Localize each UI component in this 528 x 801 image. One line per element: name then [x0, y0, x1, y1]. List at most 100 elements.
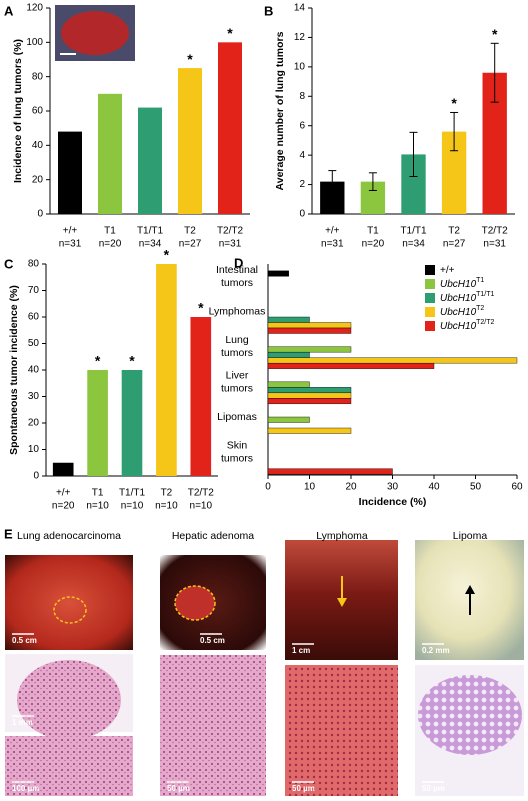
panel-title: Lipoma: [453, 530, 488, 542]
legend-swatch: [425, 279, 435, 289]
sample-size: n=20: [52, 501, 75, 512]
bar: [267, 322, 352, 329]
y-tick-label: 40: [28, 365, 40, 376]
x-tick-label: T1/T1: [119, 488, 146, 499]
x-tick-label: T2/T2: [217, 226, 244, 237]
y-tick-label: 60: [32, 106, 44, 117]
y-tick-label: 60: [28, 312, 40, 323]
significance-star: *: [95, 353, 101, 369]
y-tick-label: 14: [294, 3, 306, 14]
legend-name: UbcH10: [440, 293, 477, 304]
x-tick-label: T2: [161, 488, 173, 499]
sample-size: n=31: [59, 239, 82, 250]
y-tick-label: 4: [299, 150, 305, 161]
significance-star: *: [187, 51, 193, 67]
x-tick-label: T1/T1: [400, 226, 427, 237]
legend-sup: T2: [476, 305, 484, 312]
panel-a-inset: [55, 5, 135, 61]
category-label: tumors: [221, 277, 253, 289]
x-tick-label: +/+: [63, 226, 78, 237]
x-tick-label: 60: [511, 482, 523, 493]
sample-size: n=34: [139, 239, 162, 250]
category-label: Lung: [225, 334, 249, 346]
y-tick-label: 12: [294, 32, 306, 43]
y-tick-label: 20: [28, 418, 40, 429]
panel-title: Hepatic adenoma: [172, 530, 254, 542]
sample-size: n=10: [121, 501, 144, 512]
bar: [267, 387, 352, 394]
scale-bar-label: 50 µm: [422, 784, 445, 793]
sample-size: n=31: [219, 239, 242, 250]
y-tick-label: 70: [28, 285, 40, 296]
bar: [267, 270, 289, 277]
y-tick-label: 0: [33, 471, 39, 482]
bar: [156, 264, 177, 476]
y-tick-label: 100: [26, 37, 43, 48]
legend-label: UbcH10T1: [440, 277, 484, 290]
y-tick-label: 10: [294, 61, 306, 72]
x-axis-title: Incidence (%): [359, 496, 427, 508]
bar: [121, 370, 143, 476]
significance-star: *: [227, 25, 233, 41]
sample-size: n=20: [99, 239, 122, 250]
bar: [178, 68, 202, 214]
panel-title: Lymphoma: [316, 530, 368, 542]
panel-letter: E: [4, 526, 13, 541]
bar: [267, 468, 393, 475]
scale-bar-label: 1 cm: [292, 646, 310, 655]
sample-size: n=31: [483, 239, 506, 250]
panel-letter: C: [4, 256, 14, 271]
y-tick-label: 50: [28, 338, 40, 349]
bar: [267, 427, 352, 434]
significance-star: *: [198, 300, 204, 316]
sample-size: n=31: [321, 239, 344, 250]
bar: [98, 93, 122, 214]
legend-name: +/+: [440, 265, 455, 276]
bar: [52, 462, 74, 476]
bar: [87, 370, 108, 476]
legend-sup: T1: [476, 277, 484, 284]
sample-size: n=10: [86, 501, 109, 512]
legend-label: UbcH10T1/T1: [440, 291, 495, 304]
y-tick-label: 6: [299, 120, 305, 131]
bar: [267, 381, 310, 388]
legend-sup: T2/T2: [476, 319, 494, 326]
bar: [267, 416, 310, 423]
significance-star: *: [451, 95, 457, 111]
legend-swatch: [425, 265, 435, 275]
x-tick-label: 50: [470, 482, 482, 493]
x-tick-label: T2: [448, 226, 460, 237]
legend-label: UbcH10T2: [440, 305, 484, 318]
significance-star: *: [129, 353, 135, 369]
x-tick-label: T1: [367, 226, 379, 237]
bar: [267, 346, 352, 353]
x-tick-label: T2: [184, 226, 196, 237]
legend-name: UbcH10: [440, 279, 477, 290]
category-label: tumors: [221, 382, 253, 394]
bar: [267, 398, 352, 405]
y-tick-label: 0: [37, 209, 43, 220]
category-label: Lymphomas: [209, 306, 266, 318]
bar: [267, 392, 352, 399]
y-tick-label: 40: [32, 140, 44, 151]
legend-swatch: [425, 321, 435, 331]
bar: [267, 357, 518, 364]
x-tick-label: T2/T2: [188, 488, 215, 499]
scale-bar-label: 0.5 cm: [12, 636, 37, 645]
y-tick-label: 80: [32, 71, 44, 82]
significance-star: *: [164, 247, 170, 263]
scale-bar-label: 0.2 mm: [422, 646, 450, 655]
legend-swatch: [425, 307, 435, 317]
scale-bar-label: 100 µm: [12, 784, 39, 793]
category-label: tumors: [221, 453, 253, 465]
sample-size: n=20: [362, 239, 385, 250]
significance-star: *: [492, 26, 498, 42]
y-tick-label: 120: [26, 3, 43, 14]
panel-e-images: [5, 540, 524, 796]
x-tick-label: T1: [92, 488, 104, 499]
panel-title: Lung adenocarcinoma: [17, 530, 121, 542]
legend-name: UbcH10: [440, 307, 477, 318]
y-tick-label: 80: [28, 259, 40, 270]
bar: [58, 131, 82, 214]
sample-size: n=10: [155, 501, 178, 512]
